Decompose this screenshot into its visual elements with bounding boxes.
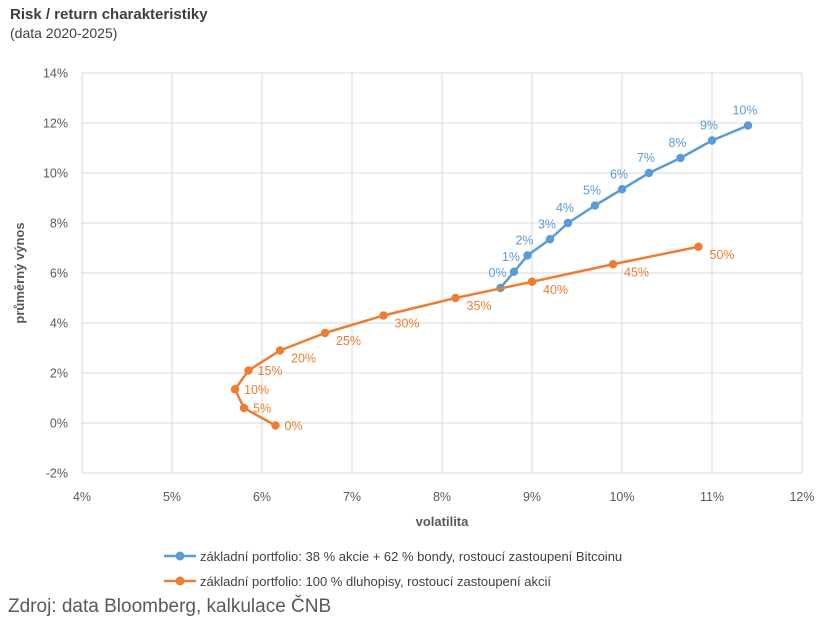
y-axis-tick-label: 14% <box>43 67 68 81</box>
data-point-label: 7% <box>637 151 655 165</box>
data-point-label: 35% <box>467 299 492 313</box>
data-point <box>271 421 280 430</box>
data-point-label: 9% <box>700 119 718 133</box>
y-axis-tick-label: 0% <box>50 417 68 431</box>
data-point-label: 0% <box>285 419 303 433</box>
data-point-label: 10% <box>732 104 757 118</box>
x-axis-title: volatilita <box>416 514 470 529</box>
series-line-dot-marker-icon <box>164 576 196 586</box>
source-note: Zdroj: data Bloomberg, kalkulace ČNB <box>8 596 332 617</box>
data-point <box>590 201 600 210</box>
y-axis-tick-label: 4% <box>50 317 68 331</box>
data-point <box>563 218 573 228</box>
y-axis-tick-label: -2% <box>46 467 68 481</box>
legend-item-bitcoin-portfolio: základní portfolio: 38 % akcie + 62 % bo… <box>164 548 622 564</box>
data-point-label: 4% <box>556 201 574 215</box>
data-point <box>523 251 532 260</box>
data-point <box>617 185 627 194</box>
data-point-label: 6% <box>610 167 628 181</box>
data-point <box>608 260 618 269</box>
data-point <box>230 385 240 394</box>
x-axis-tick-label: 7% <box>343 490 361 504</box>
x-axis-tick-label: 6% <box>253 490 271 504</box>
data-point-label: 30% <box>395 317 420 331</box>
chart-subtitle: (data 2020-2025) <box>10 25 118 41</box>
x-axis-tick-label: 4% <box>73 490 91 504</box>
data-point-label: 40% <box>543 283 568 297</box>
data-point-label: 0% <box>488 266 506 280</box>
data-point-label: 50% <box>710 248 735 262</box>
y-axis-tick-label: 8% <box>50 217 68 231</box>
data-point <box>275 346 285 355</box>
x-axis-tick-label: 8% <box>433 490 451 504</box>
data-point <box>743 121 753 130</box>
y-axis-tick-label: 10% <box>43 167 68 181</box>
data-point <box>545 235 555 244</box>
legend-label: základní portfolio: 100 % dluhopisy, ros… <box>200 573 551 589</box>
chart-legend: základní portfolio: 38 % akcie + 62 % bo… <box>164 548 622 598</box>
data-point-label: 2% <box>515 234 533 248</box>
data-point <box>239 403 249 413</box>
data-point <box>509 267 519 276</box>
data-point <box>707 136 717 145</box>
data-point-label: 10% <box>244 383 269 397</box>
data-point-label: 15% <box>258 364 283 378</box>
data-point <box>379 311 388 320</box>
plot-border <box>81 72 803 474</box>
data-point-label: 5% <box>583 184 601 198</box>
chart-title: Risk / return charakteristiky <box>10 6 208 23</box>
data-point <box>694 242 703 251</box>
x-axis-tick-label: 9% <box>523 490 541 504</box>
x-axis-tick-label: 11% <box>700 490 724 504</box>
data-point <box>451 293 460 303</box>
x-axis-tick-label: 10% <box>609 490 634 504</box>
x-axis-tick-label: 5% <box>163 490 181 504</box>
data-point <box>320 328 330 338</box>
x-axis-tick-label: 12% <box>789 490 814 504</box>
data-point-label: 45% <box>624 265 649 279</box>
data-point-label: 20% <box>291 352 316 366</box>
data-point <box>527 277 537 286</box>
data-point <box>244 366 253 375</box>
y-axis-tick-label: 12% <box>43 117 68 131</box>
chart-plot-area: 4% 5% 6% 7% 8% 9% 10% 11% 12% -2% 0% 2% 4% 6% 8% 10% 12%… <box>12 67 815 530</box>
y-axis-tick-label: 6% <box>50 267 68 281</box>
data-point-label: 25% <box>336 334 361 348</box>
data-point <box>676 153 685 163</box>
legend-label: základní portfolio: 38 % akcie + 62 % bo… <box>200 548 623 564</box>
data-point-label: 1% <box>502 250 520 264</box>
data-point-label: 3% <box>538 217 556 231</box>
y-axis-tick-label: 2% <box>50 367 68 381</box>
data-point-label: 5% <box>253 402 271 416</box>
legend-item-bonds-portfolio: základní portfolio: 100 % dluhopisy, ros… <box>164 573 622 589</box>
data-point <box>644 168 654 178</box>
y-axis-title: průměrný výnos <box>12 222 27 323</box>
series-line-dot-marker-icon <box>164 551 196 561</box>
series-line <box>499 124 750 290</box>
data-point-label: 8% <box>668 136 686 150</box>
